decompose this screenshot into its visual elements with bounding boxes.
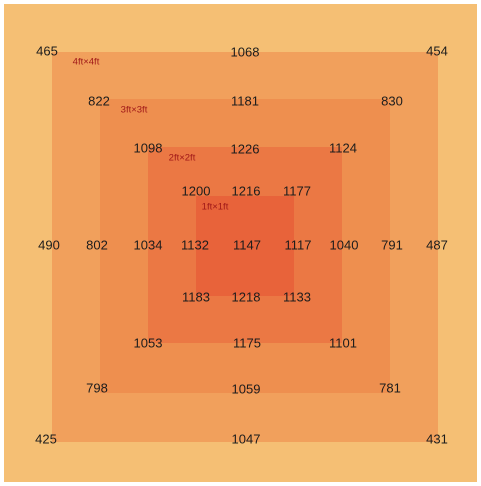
value-r5-c4: 1132 [181, 237, 209, 253]
value-r6-right: 1133 [283, 289, 311, 305]
value-r6-left: 1183 [182, 289, 210, 305]
label-4ft: 4ft×4ft [72, 56, 100, 68]
value-r2-center: 1181 [231, 93, 259, 109]
label-3ft: 3ft×3ft [120, 104, 148, 116]
value-r5-c3: 1034 [133, 237, 163, 253]
label-1ft: 1ft×1ft [201, 201, 229, 213]
value-r8-left: 798 [86, 380, 108, 396]
value-r8-center: 1059 [231, 381, 261, 397]
value-r3-right: 1124 [329, 140, 357, 156]
value-r5-c2: 802 [86, 237, 108, 253]
label-2ft: 2ft×2ft [168, 152, 196, 164]
value-r5-c6: 1117 [284, 237, 312, 253]
value-r1-right: 454 [426, 43, 448, 59]
value-r7-right: 1101 [329, 335, 357, 351]
value-r7-left: 1053 [133, 335, 163, 351]
value-r5-c9: 487 [426, 237, 448, 253]
value-r6-center: 1218 [231, 289, 261, 305]
value-r1-center: 1068 [230, 44, 260, 60]
value-r4-center: 1216 [231, 183, 261, 199]
value-r3-center: 1226 [230, 141, 260, 157]
value-r4-right: 1177 [283, 183, 311, 199]
square-1ft [196, 196, 294, 296]
value-r9-right: 431 [426, 431, 448, 447]
value-r9-left: 425 [35, 431, 57, 447]
value-r8-right: 781 [379, 380, 401, 396]
value-r1-left: 465 [36, 43, 58, 59]
value-r2-left: 822 [88, 93, 110, 109]
value-r5-c1: 490 [38, 237, 60, 253]
value-r9-center: 1047 [231, 431, 261, 447]
value-r7-center: 1175 [233, 335, 261, 351]
value-r5-c5: 1147 [233, 237, 261, 253]
value-r2-right: 830 [381, 93, 403, 109]
value-r3-left: 1098 [133, 140, 163, 156]
value-r5-c7: 1040 [329, 237, 359, 253]
value-r4-left: 1200 [181, 183, 211, 199]
value-r5-c8: 791 [381, 237, 403, 253]
